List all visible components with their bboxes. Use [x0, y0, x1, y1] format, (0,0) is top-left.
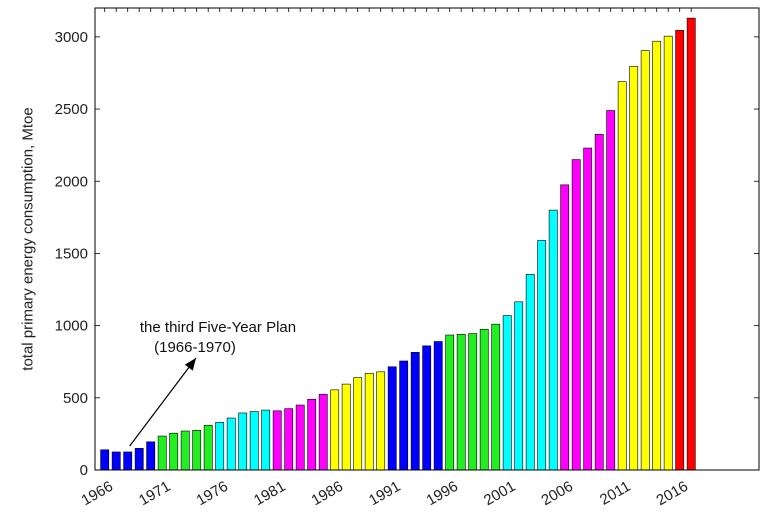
bar-2007 [571, 159, 581, 471]
annotation-line1: the third Five-Year Plan [140, 319, 296, 336]
bar-1992 [399, 360, 409, 471]
bar-1970 [146, 441, 156, 471]
bar-1991 [387, 366, 397, 471]
bar-1967 [111, 451, 121, 471]
bar-2015 [663, 35, 673, 471]
x-tick-label-2001: 2001 [481, 478, 518, 509]
bar-1994 [422, 345, 432, 471]
bar-2004 [537, 240, 547, 471]
bar-2009 [594, 134, 604, 471]
bar-1999 [479, 328, 489, 471]
bar-2002 [514, 301, 524, 471]
bar-1984 [307, 398, 317, 471]
bar-1974 [192, 429, 202, 471]
annotation: the third Five-Year Plan (1966-1970) [129, 319, 296, 447]
bar-2013 [640, 50, 650, 471]
bar-2014 [652, 40, 662, 471]
x-tick-label-2016: 2016 [654, 478, 691, 509]
x-tick-label-1996: 1996 [424, 478, 461, 509]
bar-2003 [525, 274, 535, 471]
bar-1979 [249, 411, 259, 471]
bar-1993 [410, 352, 420, 471]
bar-1989 [364, 372, 374, 471]
bar-1981 [272, 410, 282, 471]
y-tick-label-2000: 2000 [55, 173, 88, 190]
bar-1977 [226, 417, 236, 471]
bars-group [100, 17, 696, 471]
bar-1983 [295, 404, 305, 471]
bar-1986 [330, 389, 340, 471]
bar-2008 [583, 147, 593, 471]
bar-1985 [318, 393, 328, 471]
bar-1997 [456, 333, 466, 471]
bar-1972 [169, 432, 179, 471]
x-tick-label-1986: 1986 [309, 478, 346, 509]
bar-2011 [617, 81, 627, 471]
bar-1969 [134, 448, 144, 471]
x-tick-label-1966: 1966 [79, 478, 116, 509]
bar-2005 [548, 209, 558, 471]
x-tick-label-2006: 2006 [539, 478, 576, 509]
y-tick-label-2500: 2500 [55, 101, 88, 118]
x-tick-label-2011: 2011 [597, 478, 633, 509]
y-axis-label: total primary energy consumption, Mtoe [19, 107, 36, 370]
bar-2000 [491, 323, 501, 471]
bar-1976 [215, 422, 225, 471]
annotation-line2: (1966-1970) [154, 339, 236, 356]
bar-1990 [376, 371, 386, 471]
bar-2010 [606, 110, 616, 471]
bar-1973 [180, 430, 190, 471]
x-tick-label-1991: 1991 [366, 478, 403, 509]
x-tick-labels: 1966 1971 1976 1981 1986 1991 1996 2001 2006 2011… [79, 478, 691, 509]
bar-2006 [560, 184, 570, 471]
bar-1982 [284, 408, 294, 471]
y-tick-labels: 0 500 1000 1500 2000 2500 3000 [55, 29, 88, 479]
bar-1980 [261, 409, 271, 471]
y-tick-label-1500: 1500 [55, 245, 88, 262]
annotation-arrow [129, 357, 197, 447]
y-tick-label-3000: 3000 [55, 29, 88, 46]
bar-1975 [203, 424, 213, 471]
bar-1996 [445, 334, 455, 471]
bar-1998 [468, 333, 478, 471]
bar-1968 [123, 451, 133, 471]
bar-1978 [238, 412, 248, 471]
bar-1987 [341, 383, 351, 471]
bar-2001 [502, 315, 512, 471]
y-tick-label-1000: 1000 [55, 318, 88, 335]
bar-1995 [433, 341, 443, 471]
y-tick-label-500: 500 [63, 390, 88, 407]
plot-frame [94, 7, 760, 471]
annotation-arrowhead [184, 358, 196, 371]
bar-2016 [675, 30, 685, 471]
bar-1971 [157, 435, 167, 471]
bar-2017 [686, 17, 696, 471]
x-tick-label-1971: 1971 [136, 478, 173, 509]
bar-2012 [629, 66, 639, 471]
x-tick-label-1976: 1976 [194, 478, 231, 509]
bar-1988 [353, 377, 363, 471]
bar-1966 [100, 449, 110, 471]
x-tick-label-1981: 1981 [251, 478, 288, 509]
y-tick-label-0: 0 [80, 462, 88, 479]
